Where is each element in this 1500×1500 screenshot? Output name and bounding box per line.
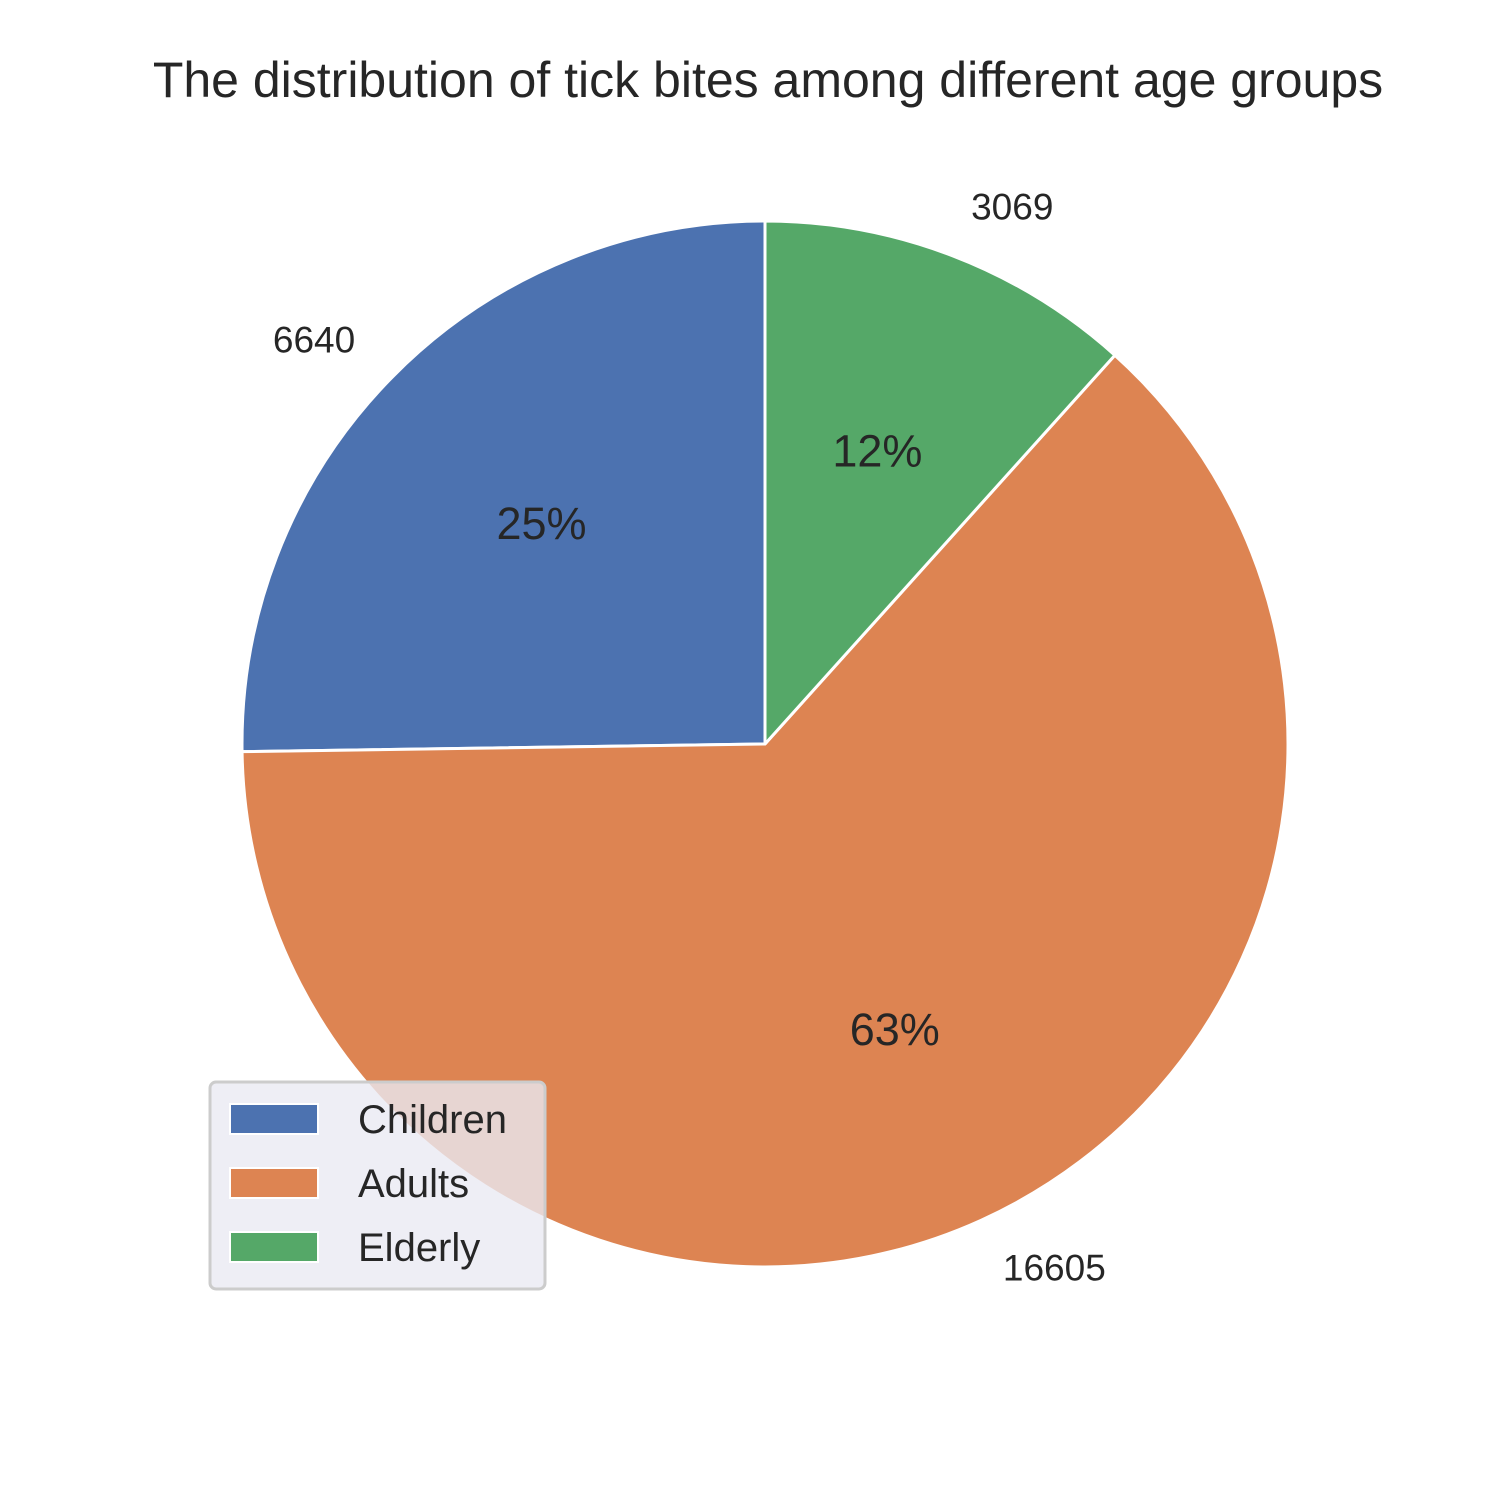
pie-slice-elderly [763,219,1117,746]
legend-swatch-adults [229,1167,319,1199]
chart-title: The distribution of tick bites among dif… [153,52,1383,108]
value-label-children: 6640 [273,320,355,361]
legend-label-adults: Adults [358,1162,469,1206]
value-label-adults: 16605 [1003,1247,1106,1288]
pie-slices [240,219,1290,1269]
legend: Children Adults Elderly [208,1080,547,1291]
pie-slice-children [240,219,767,754]
value-label-elderly: 3069 [971,186,1053,227]
percent-label-elderly: 12% [832,426,922,477]
percent-label-adults: 63% [850,1004,940,1055]
pie-labels: 6640 25% 16605 63% 3069 12% [273,186,1106,1288]
percent-label-children: 25% [496,498,586,549]
legend-swatch-elderly [229,1231,319,1263]
legend-swatch-children [229,1103,319,1135]
legend-label-elderly: Elderly [358,1226,480,1270]
pie-slice-adults [240,353,1290,1269]
legend-label-children: Children [358,1098,507,1142]
